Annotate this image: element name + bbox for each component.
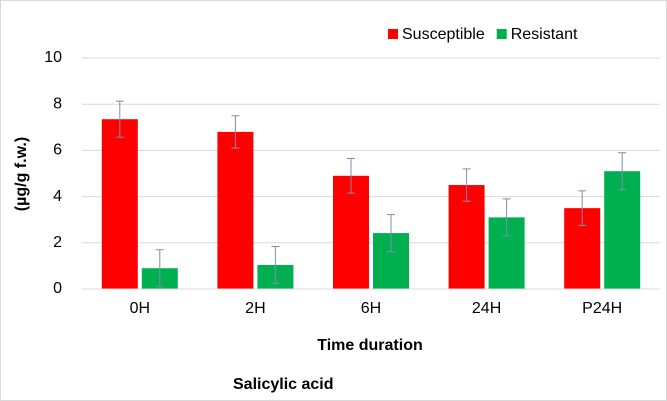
error-bar: [387, 214, 395, 253]
x-tick-label: 0H: [130, 300, 150, 317]
bar: [604, 171, 641, 289]
error-bar: [462, 168, 471, 202]
bar: [448, 185, 485, 289]
bar: [101, 119, 138, 289]
x-tick-label: 6H: [361, 300, 381, 317]
bar: [217, 131, 254, 289]
error-bar: [502, 198, 511, 237]
legend-label: Resistant: [511, 26, 578, 43]
error-bar: [231, 115, 240, 149]
legend-swatch: [496, 29, 507, 39]
caption: Salicylic acid: [233, 376, 334, 393]
legend-swatch: [388, 29, 398, 39]
error-bar: [618, 152, 627, 191]
error-bar: [347, 157, 355, 194]
x-tick-label: 24H: [472, 300, 501, 317]
bar: [333, 175, 369, 289]
error-bar: [271, 245, 280, 284]
legend-label: Susceptible: [402, 26, 485, 43]
y-tick-label: 4: [53, 188, 62, 205]
y-tick-label: 0: [53, 280, 62, 297]
y-axis-label: (µg/g f.w.): [13, 137, 30, 211]
error-bar: [155, 249, 164, 288]
x-tick-label: 2H: [245, 300, 265, 317]
error-bar: [578, 190, 587, 226]
error-bar: [115, 100, 124, 138]
y-tick-label: 10: [44, 49, 62, 66]
y-tick-label: 2: [53, 234, 62, 251]
y-tick-label: 6: [53, 142, 62, 159]
x-tick-label: P24H: [582, 300, 622, 317]
y-tick-label: 8: [53, 95, 62, 112]
x-axis-label: Time duration: [317, 337, 423, 354]
